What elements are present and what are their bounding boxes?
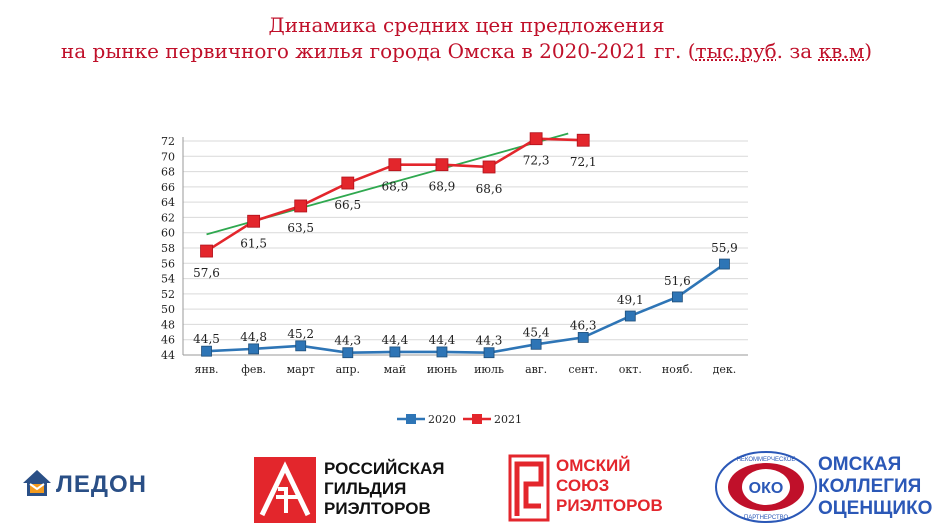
ledon-logo: ЛЕДОН [20, 466, 160, 502]
y-tick-label: 50 [161, 303, 175, 316]
data-label-2020: 51,6 [664, 274, 691, 288]
data-point-2020 [624, 310, 636, 322]
data-point-2021 [200, 244, 213, 258]
y-tick-label: 58 [161, 242, 175, 255]
data-label-2021: 66,5 [334, 198, 361, 212]
data-label-2020: 44,3 [334, 334, 361, 348]
data-label-2021: 61,5 [240, 236, 267, 250]
data-point-2021 [388, 158, 402, 172]
y-tick-label: 46 [161, 334, 175, 347]
data-label-2020: 49,1 [617, 293, 644, 307]
data-label-2021: 68,9 [382, 180, 409, 194]
osr-text-line2: СОЮЗ [556, 476, 610, 495]
ledon-logo-text: ЛЕДОН [56, 471, 147, 498]
y-tick-label: 66 [161, 181, 175, 194]
data-point-2021 [341, 176, 355, 190]
x-tick-label: авг. [525, 363, 547, 376]
x-tick-label: май [384, 363, 406, 376]
data-label-2020: 44,3 [476, 334, 503, 348]
data-point-2020 [389, 346, 401, 358]
data-label-2020: 44,5 [193, 332, 220, 346]
x-tick-label: нояб. [662, 363, 693, 376]
rgr-text-line2: ГИЛЬДИЯ [324, 479, 407, 498]
y-tick-label: 70 [161, 150, 175, 163]
x-tick-label: дек. [713, 363, 737, 376]
data-label-2020: 46,3 [570, 318, 597, 332]
data-point-2021 [576, 133, 590, 147]
data-point-2021 [529, 132, 543, 146]
data-label-2020: 45,4 [523, 325, 550, 339]
data-label-2020: 44,8 [240, 330, 267, 344]
data-point-2020 [248, 343, 260, 355]
data-label-2021: 68,6 [476, 182, 503, 196]
rgr-text-line3: РИЭЛТОРОВ [324, 499, 431, 518]
okko-ring-bottom-text: ПАРТНЕРСТВО [744, 515, 789, 521]
data-point-2021 [247, 214, 261, 228]
x-tick-label: июль [474, 363, 504, 376]
y-tick-label: 64 [161, 196, 175, 209]
okko-text-line1: ОМСКАЯ [818, 454, 902, 475]
legend-marker-2020 [406, 414, 416, 424]
x-tick-label: янв. [195, 363, 219, 376]
okko-logo: ОКО НЕКОММЕРЧЕСКОЕ ПАРТНЕРСТВО ОМСКАЯ КО… [714, 450, 933, 525]
y-tick-label: 52 [161, 288, 175, 301]
data-point-2021 [435, 158, 449, 172]
data-label-2020: 55,9 [711, 241, 738, 255]
data-point-2021 [294, 199, 308, 213]
data-point-2020 [342, 347, 354, 359]
rgr-text-line1: РОССИЙСКАЯ [324, 459, 445, 478]
y-tick-label: 44 [161, 349, 175, 362]
data-point-2020 [530, 338, 542, 350]
x-tick-label: апр. [336, 363, 360, 376]
data-label-2020: 44,4 [382, 333, 409, 347]
data-label-2021: 63,5 [287, 221, 314, 235]
osr-text-line3: РИЭЛТОРОВ [556, 496, 663, 515]
x-tick-label: июнь [427, 363, 457, 376]
x-tick-label: март [287, 363, 315, 376]
y-tick-label: 60 [161, 227, 175, 240]
data-point-2020 [483, 347, 495, 359]
legend-marker-2021 [472, 414, 482, 424]
y-tick-label: 56 [161, 257, 175, 270]
okko-emblem-text: ОКО [749, 480, 784, 497]
data-label-2021: 72,3 [523, 154, 550, 168]
chart-title-line1: Динамика средних цен предложения [268, 13, 665, 37]
data-point-2021 [482, 160, 496, 174]
rgr-emblem-icon [254, 457, 316, 523]
okko-text-line3: ОЦЕНЩИКОВ [818, 498, 933, 519]
osr-logo: ОМСКИЙ СОЮЗ РИЭЛТОРОВ [508, 454, 663, 524]
data-label-2021: 57,6 [193, 266, 220, 280]
okko-text-line2: КОЛЛЕГИЯ [818, 476, 922, 497]
x-tick-label: окт. [619, 363, 642, 376]
y-tick-label: 62 [161, 211, 175, 224]
rgr-logo: РОССИЙСКАЯ ГИЛЬДИЯ РИЭЛТОРОВ [254, 457, 444, 523]
data-point-2020 [201, 345, 212, 357]
legend-label-2020: 2020 [428, 413, 456, 426]
y-tick-label: 68 [161, 166, 175, 179]
data-point-2020 [577, 332, 589, 343]
okko-emblem-icon: ОКО НЕКОММЕРЧЕСКОЕ ПАРТНЕРСТВО [715, 451, 817, 523]
ledon-house-icon [23, 470, 51, 496]
y-tick-label: 72 [161, 135, 175, 148]
data-point-2020 [719, 258, 730, 270]
legend-label-2021: 2021 [494, 413, 522, 426]
data-label-2021: 72,1 [570, 155, 597, 169]
data-point-2020 [436, 346, 448, 358]
osr-emblem-icon [508, 454, 550, 522]
osr-text-line1: ОМСКИЙ [556, 456, 631, 475]
data-point-2020 [671, 291, 683, 303]
data-point-2020 [295, 340, 307, 352]
data-label-2020: 44,4 [429, 333, 456, 347]
okko-ring-top-text: НЕКОММЕРЧЕСКОЕ [737, 457, 796, 463]
x-tick-label: сент. [568, 363, 598, 376]
series-line-2020 [206, 262, 726, 355]
data-label-2021: 68,9 [429, 180, 456, 194]
y-tick-label: 48 [161, 318, 175, 331]
data-label-2020: 45,2 [287, 327, 314, 341]
chart-title-line2: на рынке первичного жилья города Омска в… [60, 39, 873, 63]
y-tick-label: 54 [161, 273, 175, 286]
x-tick-label: фев. [241, 363, 266, 376]
